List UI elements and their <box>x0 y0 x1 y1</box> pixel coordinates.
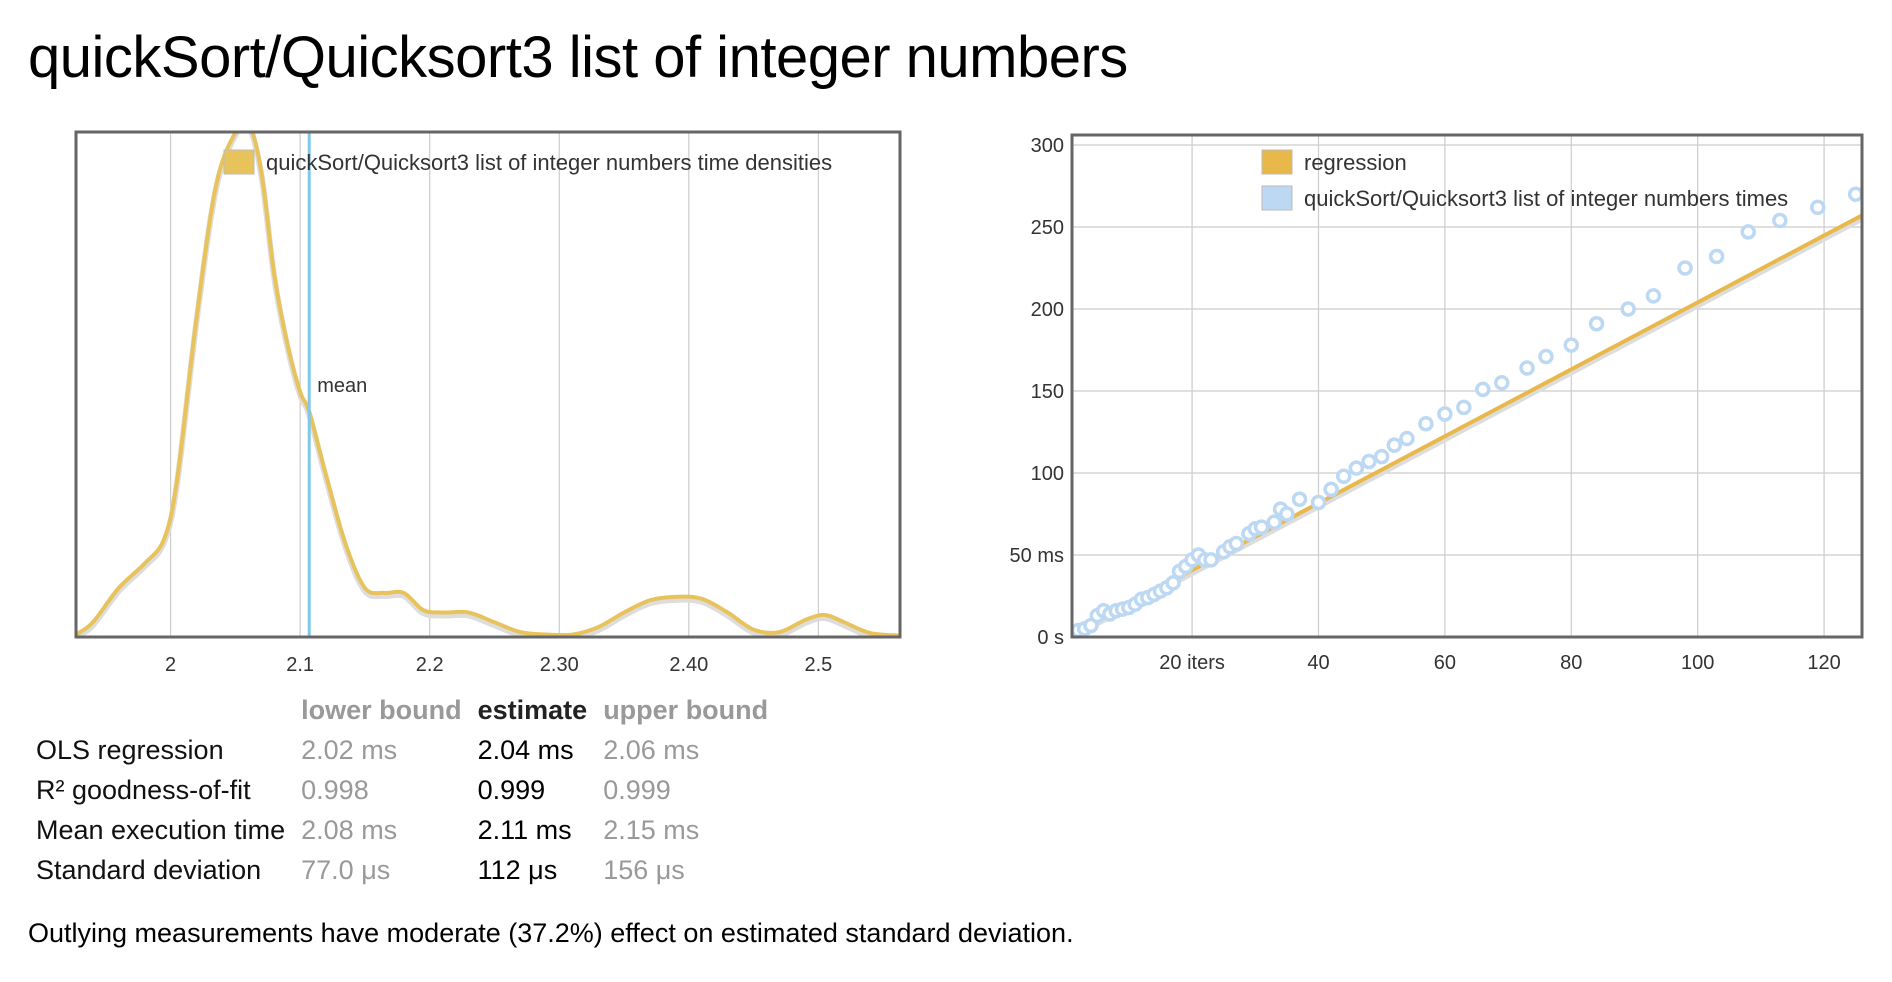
density-plot-frame <box>74 130 902 639</box>
regression-y-tick-label: 0 s <box>1037 627 1064 649</box>
stats-label: R² goodness-of-fit <box>36 774 251 805</box>
regression-series-group <box>1072 186 1862 637</box>
stats-header-row: lower bound estimate upper bound <box>28 690 776 730</box>
regression-x-tick-label: 80 <box>1560 652 1582 674</box>
stats-table: lower bound estimate upper bound OLS reg… <box>28 690 776 890</box>
regression-chart: 0 s 50 ms 100 150 200 250 300 20 iters 40 60 80 100… <box>1010 133 1864 674</box>
stats-estimate: 0.999 <box>477 774 546 805</box>
regression-y-tick-label: 50 ms <box>1010 545 1064 567</box>
stats-label: OLS regression <box>36 734 224 765</box>
stats-row-mean: Mean execution time 2.08 ms 2.11 ms 2.15… <box>28 810 776 850</box>
stats-lower: 2.02 ms <box>301 734 398 765</box>
stats-estimate: 112 μs <box>477 854 558 885</box>
stats-estimate: 2.11 ms <box>477 814 572 845</box>
sample-point <box>1253 519 1270 535</box>
density-legend-label: quickSort/Quicksort3 list of integer num… <box>266 150 832 175</box>
regression-x-tick-label: 120 <box>1807 652 1840 674</box>
regression-plot-frame <box>1070 133 1864 639</box>
sample-point <box>1456 399 1472 416</box>
sample-point <box>1310 494 1327 511</box>
sample-point <box>1620 301 1636 317</box>
regression-legend-swatch <box>1261 149 1293 175</box>
regression-x-tick-label: 100 <box>1681 652 1714 674</box>
sample-point <box>1538 348 1554 365</box>
stats-header-blank <box>28 690 293 730</box>
density-legend-swatch <box>223 149 255 175</box>
stats-upper: 2.15 ms <box>603 814 700 845</box>
stats-upper: 156 μs <box>603 854 685 885</box>
sample-point <box>1847 186 1862 202</box>
sample-point <box>1348 460 1365 476</box>
stats-row-ols: OLS regression 2.02 ms 2.04 ms 2.06 ms <box>28 730 776 770</box>
stats-header-upper: upper bound <box>603 694 769 725</box>
sample-point <box>1373 448 1390 465</box>
stats-lower: 77.0 μs <box>301 854 391 885</box>
regression-y-tick-label: 100 <box>1031 463 1064 485</box>
sample-point <box>1323 481 1339 498</box>
sample-point <box>1475 381 1491 398</box>
sample-point <box>1494 375 1510 391</box>
times-legend-label: quickSort/Quicksort3 list of integer num… <box>1304 186 1788 211</box>
page-title: quickSort/Quicksort3 list of integer num… <box>28 25 1128 90</box>
stats-label: Standard deviation <box>36 854 262 885</box>
density-x-tick-label: 2.5 <box>804 654 832 676</box>
sample-point <box>1563 337 1580 353</box>
density-curve <box>76 132 900 637</box>
regression-legend-label: regression <box>1304 150 1407 175</box>
stats-header-estimate: estimate <box>477 694 588 725</box>
stats-lower: 2.08 ms <box>301 814 398 845</box>
stats-upper: 2.06 ms <box>603 734 700 765</box>
sample-point <box>1386 437 1403 453</box>
density-plot-bg <box>76 132 900 637</box>
density-chart: 2 2.1 2.2 2.30 2.40 2.5 mean quickSort/Quicksor… <box>74 130 902 676</box>
sample-point <box>1399 430 1415 447</box>
stats-estimate: 2.04 ms <box>477 734 574 765</box>
regression-x-tick-label: 20 iters <box>1159 652 1225 674</box>
sample-point <box>1291 491 1308 507</box>
sample-point <box>1228 535 1245 552</box>
regression-y-tick-label: 150 <box>1031 381 1064 403</box>
density-x-tick-label: 2.1 <box>286 654 314 676</box>
regression-x-tick-label: 60 <box>1434 652 1456 674</box>
sample-point <box>1810 199 1826 216</box>
regression-y-tick-label: 200 <box>1031 299 1064 321</box>
density-series-group <box>76 132 900 637</box>
density-x-tick-label: 2.30 <box>540 654 579 676</box>
density-x-tick-label: 2 <box>165 654 176 676</box>
stats-row-stddev: Standard deviation 77.0 μs 112 μs 156 μs <box>28 850 776 890</box>
sample-point <box>1165 575 1181 591</box>
sample-point <box>1708 248 1725 265</box>
sample-point <box>1437 406 1453 422</box>
sample-point <box>1588 316 1605 332</box>
regression-x-tick-label: 40 <box>1307 652 1329 674</box>
regression-y-tick-label: 250 <box>1031 217 1064 239</box>
density-x-tick-label: 2.40 <box>669 654 708 676</box>
sample-point <box>1519 360 1535 376</box>
mean-label: mean <box>317 375 367 397</box>
sample-point <box>1361 453 1377 470</box>
stats-upper: 0.999 <box>603 774 671 805</box>
sample-point <box>1645 288 1662 304</box>
stats-header-lower: lower bound <box>301 694 462 725</box>
stats-label: Mean execution time <box>36 814 286 845</box>
times-legend-swatch <box>1261 185 1293 211</box>
sample-point <box>1203 552 1219 568</box>
stats-lower: 0.998 <box>301 774 369 805</box>
sample-point <box>1336 468 1352 485</box>
sample-point <box>1740 224 1756 240</box>
outlier-note: Outlying measurements have moderate (37.… <box>28 918 1074 948</box>
sample-point <box>1418 416 1434 432</box>
regression-y-tick-label: 300 <box>1031 135 1064 157</box>
density-x-tick-label: 2.2 <box>416 654 444 676</box>
sample-point <box>1677 260 1693 276</box>
sample-point <box>1772 212 1788 229</box>
stats-row-r2: R² goodness-of-fit 0.998 0.999 0.999 <box>28 770 776 810</box>
sample-point <box>1279 506 1295 522</box>
sample-point <box>1266 514 1282 530</box>
